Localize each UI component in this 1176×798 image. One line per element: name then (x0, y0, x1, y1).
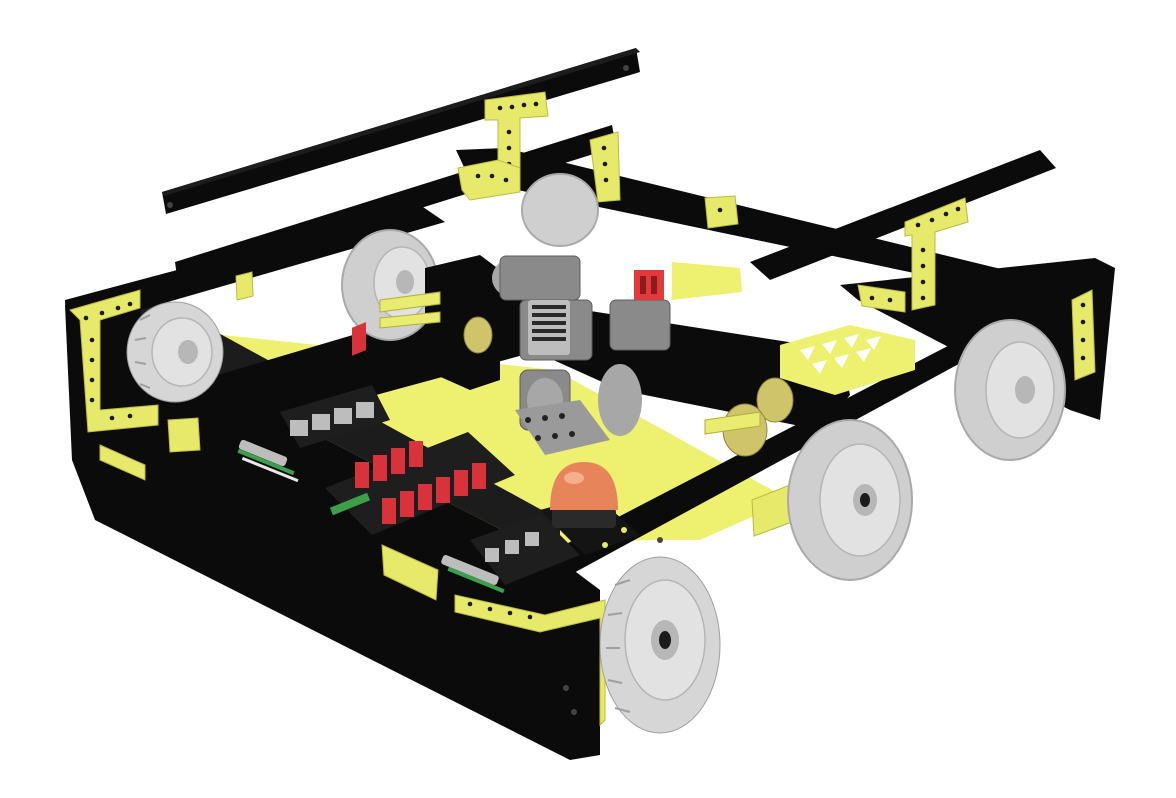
wire-bundle-left (237, 439, 299, 483)
red-connector (634, 270, 664, 300)
omni-wheel-left (126, 301, 224, 403)
wheel-middle-right (787, 419, 913, 581)
small-pcb (515, 400, 610, 455)
wheel-rear-right (954, 319, 1066, 461)
gusset-lower-left-edge (99, 444, 146, 481)
rail-bolts (167, 65, 663, 715)
gusset-small-center (704, 195, 739, 229)
gusset-front-mid (381, 544, 439, 601)
motor-controllers-back (280, 385, 390, 448)
gusset-left-corner (69, 289, 159, 433)
wheel-rear-center (521, 173, 599, 247)
gusset-top-center (589, 131, 621, 203)
axle-rear (379, 291, 441, 329)
gear-left (463, 316, 493, 354)
gusset-front-left (167, 417, 201, 453)
gusset-far-right (1071, 289, 1096, 381)
gusset-front-right (454, 594, 606, 727)
fuse-block (325, 322, 515, 535)
right-deck-plate (780, 325, 915, 395)
gusset-left-small (235, 271, 254, 301)
gusset-rear-left (457, 159, 521, 201)
right-upper-rail (750, 150, 1056, 280)
omni-wheel-front (599, 556, 721, 734)
axle-right (704, 411, 761, 435)
wire-bundle-front (441, 555, 505, 594)
drive-gearbox (425, 255, 671, 436)
status-light (540, 462, 640, 555)
top-rail-back (162, 48, 640, 214)
cooling-fins (532, 305, 566, 341)
red-fuse-modules (355, 441, 486, 524)
center-deck-plate (672, 262, 742, 300)
gusset-right-tall (904, 197, 969, 311)
controller-front (470, 515, 580, 585)
wheel-rear-left (341, 229, 439, 341)
gusset-right-mid (857, 284, 906, 313)
